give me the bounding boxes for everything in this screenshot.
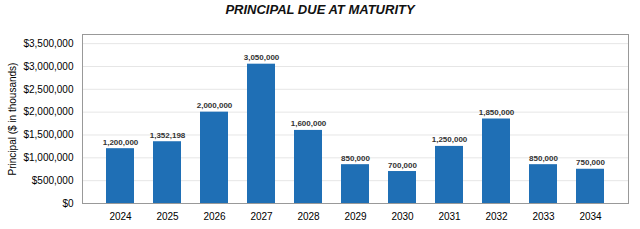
svg-text:$2,500,000: $2,500,000 <box>23 84 73 95</box>
svg-text:2032: 2032 <box>485 211 508 222</box>
svg-text:$3,000,000: $3,000,000 <box>23 61 73 72</box>
svg-text:850,000: 850,000 <box>341 154 370 163</box>
svg-text:1,200,000: 1,200,000 <box>103 138 139 147</box>
svg-text:2,000,000: 2,000,000 <box>197 101 233 110</box>
svg-text:2026: 2026 <box>203 211 226 222</box>
svg-text:$2,000,000: $2,000,000 <box>23 106 73 117</box>
html-text:PRINCIPAL DUE AT MATURITY: PRINCIPAL DUE AT MATURITY <box>225 2 415 17</box>
svg-text:3,050,000: 3,050,000 <box>244 53 280 62</box>
svg-text:1,850,000: 1,850,000 <box>479 108 515 117</box>
svg-text:1,600,000: 1,600,000 <box>291 119 327 128</box>
svg-text:2024: 2024 <box>109 211 132 222</box>
svg-text:2034: 2034 <box>579 211 602 222</box>
svg-text:2029: 2029 <box>344 211 367 222</box>
svg-text:$1,000,000: $1,000,000 <box>23 152 73 163</box>
svg-text:2031: 2031 <box>438 211 461 222</box>
svg-text:$1,500,000: $1,500,000 <box>23 129 73 140</box>
svg-text:2025: 2025 <box>156 211 179 222</box>
svg-text:850,000: 850,000 <box>529 154 558 163</box>
svg-text:$3,500,000: $3,500,000 <box>23 38 73 49</box>
svg-text:750,000: 750,000 <box>576 158 605 167</box>
svg-text:1,250,000: 1,250,000 <box>432 135 468 144</box>
svg-text:700,000: 700,000 <box>388 161 417 170</box>
svg-text:$0: $0 <box>62 198 74 209</box>
svg-text:1,352,198: 1,352,198 <box>150 131 186 140</box>
svg-text:Principal ($ in thousands): Principal ($ in thousands) <box>7 63 18 176</box>
svg-text:$500,000: $500,000 <box>32 175 74 186</box>
svg-text:2030: 2030 <box>391 211 414 222</box>
svg-text:2028: 2028 <box>297 211 320 222</box>
svg-text:2027: 2027 <box>250 211 273 222</box>
svg-text:2033: 2033 <box>532 211 555 222</box>
